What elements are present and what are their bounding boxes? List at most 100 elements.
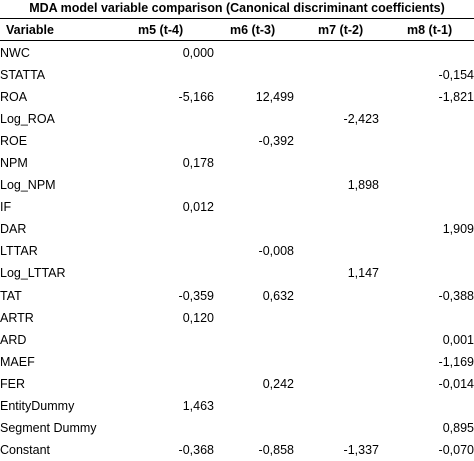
coefficient-cell-m7: [294, 417, 379, 439]
coefficient-cell-m5: -0,359: [178, 288, 214, 303]
variable-cell: IF: [0, 200, 12, 215]
coefficient-cell-m8: -0,070: [438, 442, 474, 457]
variable-cell: Log_LTTAR: [0, 266, 66, 281]
table-row: ROE -0,392: [0, 130, 474, 152]
coefficient-cell-m7: [294, 329, 379, 351]
coefficient-cell-m6: [214, 417, 294, 439]
coefficient-cell-m6: [214, 307, 294, 329]
coefficient-cell-m6: [214, 108, 294, 130]
coefficient-cell-m8: 0,001: [442, 332, 474, 347]
table-row: NWC 0,000: [0, 42, 474, 64]
table-row: ARD 0,001: [0, 329, 474, 351]
table-row: DAR 1,909: [0, 218, 474, 240]
coefficient-cell-m6: [214, 218, 294, 240]
variable-cell: ROA: [0, 90, 28, 105]
coefficient-cell-m7: [294, 307, 379, 329]
coefficient-cell-m8: -1,821: [438, 90, 474, 105]
coefficient-cell-m5: [148, 262, 214, 284]
coefficient-cell-m6: [214, 174, 294, 196]
coefficient-table: NWC 0,000 STATTA -0,154 ROA -5,166 12,499 -1,82…: [0, 42, 474, 461]
coefficient-cell-m8: [379, 42, 474, 64]
coefficient-cell-m5: 0,178: [182, 156, 214, 171]
coefficient-cell-m5: [148, 417, 214, 439]
table-row: Log_LTTAR 1,147: [0, 262, 474, 284]
header-m7: m7 (t-2): [318, 23, 364, 37]
coefficient-cell-m6: 0,242: [262, 376, 294, 391]
top-rule: [0, 18, 474, 19]
coefficient-cell-m8: [379, 130, 474, 152]
table-row: Log_NPM 1,898: [0, 174, 474, 196]
coefficient-cell-m5: [148, 329, 214, 351]
coefficient-cell-m8: -0,014: [438, 376, 474, 391]
table-row: IF 0,012: [0, 196, 474, 218]
coefficient-cell-m5: -0,368: [178, 442, 214, 457]
coefficient-cell-m7: [294, 42, 379, 64]
coefficient-cell-m6: [214, 351, 294, 373]
coefficient-cell-m8: [379, 174, 474, 196]
coefficient-cell-m6: [214, 395, 294, 417]
coefficient-cell-m5: [148, 108, 214, 130]
header-m8: m8 (t-1): [407, 23, 453, 37]
coefficient-cell-m5: [148, 130, 214, 152]
coefficient-cell-m7: [294, 285, 379, 307]
coefficient-cell-m6: [214, 152, 294, 174]
table-row: LTTAR -0,008: [0, 240, 474, 262]
table-row: STATTA -0,154: [0, 64, 474, 86]
table-row: MAEF -1,169: [0, 351, 474, 373]
header-m6: m6 (t-3): [230, 23, 276, 37]
variable-cell: TAT: [0, 288, 22, 303]
coefficient-cell-m8: [379, 240, 474, 262]
table-row: FER 0,242 -0,014: [0, 373, 474, 395]
coefficient-cell-m6: 0,632: [262, 288, 294, 303]
coefficient-cell-m6: -0,008: [258, 244, 294, 259]
variable-cell: MAEF: [0, 354, 35, 369]
coefficient-cell-m5: 0,000: [182, 46, 214, 61]
coefficient-cell-m8: [379, 108, 474, 130]
coefficient-cell-m6: -0,392: [258, 134, 294, 149]
coefficient-cell-m7: -1,337: [343, 442, 379, 457]
table-row: Segment Dummy 0,895: [0, 417, 474, 439]
table-body: NWC 0,000 STATTA -0,154 ROA -5,166 12,499 -1,82…: [0, 42, 474, 461]
coefficient-cell-m6: [214, 196, 294, 218]
coefficient-cell-m8: [379, 262, 474, 284]
table-row: ARTR 0,120: [0, 307, 474, 329]
variable-cell: Log_NPM: [0, 178, 56, 193]
variable-cell: ARTR: [0, 310, 34, 325]
table-row: NPM 0,178: [0, 152, 474, 174]
coefficient-cell-m6: -0,858: [258, 442, 294, 457]
table-row: Constant -0,368 -0,858 -1,337 -0,070: [0, 439, 474, 461]
coefficient-cell-m5: -5,166: [178, 90, 214, 105]
coefficient-cell-m8: [379, 395, 474, 417]
table-row: Log_ROA -2,423: [0, 108, 474, 130]
coefficient-cell-m7: [294, 86, 379, 108]
variable-cell: LTTAR: [0, 244, 38, 259]
coefficient-cell-m7: -2,423: [343, 112, 379, 127]
coefficient-cell-m7: [294, 196, 379, 218]
coefficient-cell-m8: [379, 307, 474, 329]
coefficient-cell-m8: -0,388: [438, 288, 474, 303]
table-title: MDA model variable comparison (Canonical…: [29, 1, 445, 15]
variable-cell: NPM: [0, 156, 28, 171]
coefficient-cell-m7: [294, 64, 379, 86]
variable-cell: Log_ROA: [0, 112, 55, 127]
header-rule: [0, 40, 474, 41]
variable-cell: Segment Dummy: [0, 420, 97, 435]
coefficient-cell-m7: [294, 395, 379, 417]
coefficient-cell-m5: [148, 373, 214, 395]
coefficient-cell-m7: 1,147: [347, 266, 379, 281]
coefficient-cell-m5: 0,120: [182, 310, 214, 325]
coefficient-cell-m8: -1,169: [438, 354, 474, 369]
coefficient-cell-m7: [294, 130, 379, 152]
coefficient-cell-m7: [294, 218, 379, 240]
coefficient-cell-m7: [294, 351, 379, 373]
coefficient-cell-m5: [148, 64, 214, 86]
coefficient-cell-m8: -0,154: [438, 68, 474, 83]
coefficient-cell-m5: [148, 218, 214, 240]
variable-cell: ROE: [0, 134, 28, 149]
coefficient-cell-m6: 12,499: [255, 90, 294, 105]
coefficient-cell-m6: [214, 64, 294, 86]
coefficient-cell-m5: [148, 174, 214, 196]
variable-cell: EntityDummy: [0, 398, 75, 413]
header-m5: m5 (t-4): [138, 23, 184, 37]
coefficient-cell-m7: 1,898: [347, 178, 379, 193]
